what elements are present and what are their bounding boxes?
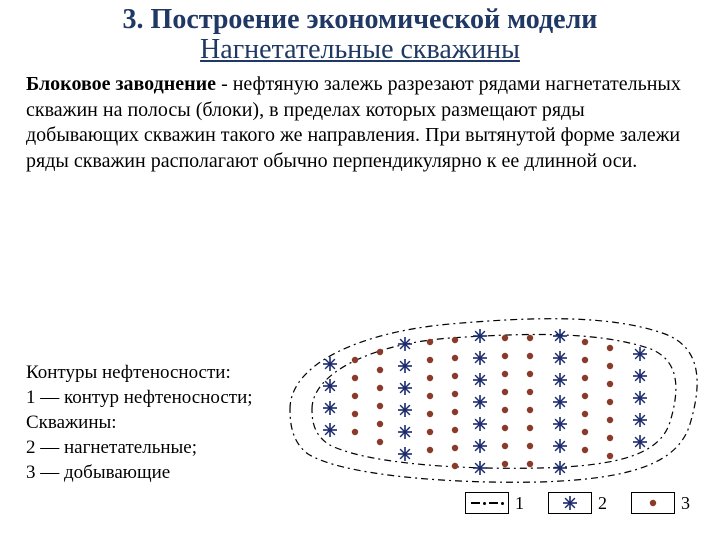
legend-num: 2 xyxy=(598,493,607,514)
legend-item-1: 1 xyxy=(465,492,524,514)
legend-line: 2 — нагнетательные; xyxy=(26,435,253,460)
legend-box-injection xyxy=(548,492,592,514)
legend-num: 1 xyxy=(515,493,524,514)
legend-line: Контуры нефтеносности: xyxy=(26,360,253,385)
legend-item-2: 2 xyxy=(548,492,607,514)
legend-line: 1 — контур нефтеносности; xyxy=(26,385,253,410)
slide-heading: 3. Построение экономической модели Нагне… xyxy=(0,0,720,66)
diagram-legend-row: 1 2 3 xyxy=(465,492,690,514)
legend-line: Скважины: xyxy=(26,410,253,435)
legend-box-production xyxy=(631,492,675,514)
legend-text-block: Контуры нефтеносности: 1 — контур нефтен… xyxy=(26,360,253,485)
heading-line-1: 3. Построение экономической модели xyxy=(30,4,690,36)
body-paragraph: Блоковое заводнение - нефтяную залежь ра… xyxy=(0,66,720,174)
legend-num: 3 xyxy=(681,493,690,514)
reservoir-diagram xyxy=(270,296,710,502)
legend-line: 3 — добывающие xyxy=(26,460,253,485)
legend-box-contour xyxy=(465,492,509,514)
legend-item-3: 3 xyxy=(631,492,690,514)
body-bold-lead: Блоковое заводнение xyxy=(26,73,216,95)
heading-line-2: Нагнетательные скважины xyxy=(30,34,690,66)
